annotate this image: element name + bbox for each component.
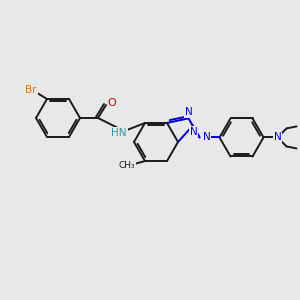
Text: CH₃: CH₃ (119, 160, 135, 169)
Text: O: O (108, 98, 116, 108)
Text: N: N (184, 107, 192, 117)
Text: N: N (190, 127, 198, 137)
Text: N: N (274, 132, 281, 142)
Text: HN: HN (111, 128, 127, 138)
Text: Br: Br (25, 85, 37, 95)
Text: N: N (202, 132, 210, 142)
